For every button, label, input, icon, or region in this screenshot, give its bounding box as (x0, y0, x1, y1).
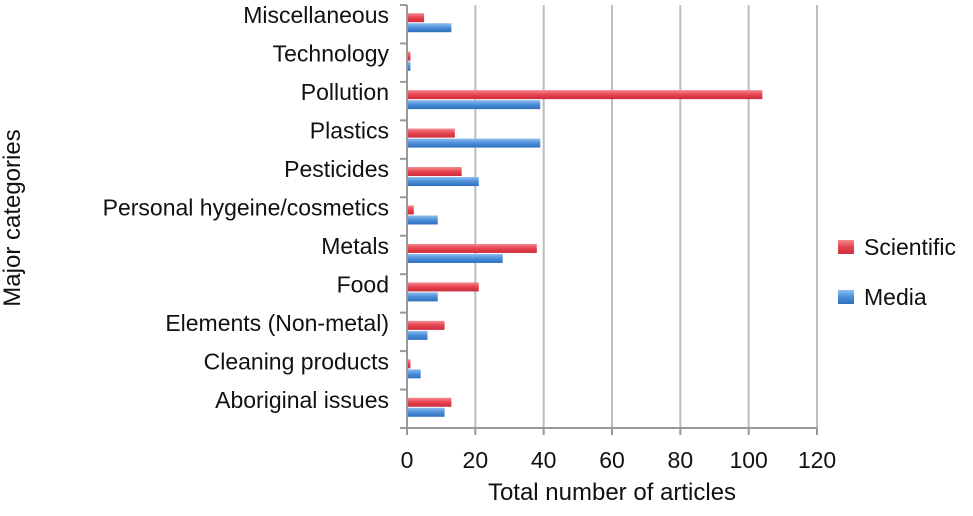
bar-media (407, 215, 438, 225)
bar-scientific (407, 320, 445, 330)
bar-media (407, 100, 541, 110)
x-tick-label: 60 (599, 447, 625, 473)
category-label: Personal hygeine/cosmetics (103, 195, 389, 221)
x-tick-label: 20 (463, 447, 489, 473)
bar-media (407, 292, 438, 302)
bar-scientific (407, 13, 425, 23)
category-label: Elements (Non-metal) (165, 310, 389, 336)
y-axis-title: Major categories (0, 129, 26, 306)
x-tick-labels: 0 20 40 60 80 100 120 (401, 447, 837, 473)
bar-media (407, 369, 421, 379)
axes (400, 4, 818, 435)
bar-media (407, 253, 503, 263)
bar-scientific (407, 359, 411, 369)
legend: Scientific Media (838, 234, 956, 310)
bar-scientific (407, 243, 537, 253)
bar-scientific (407, 51, 411, 61)
bar-media (407, 23, 452, 33)
category-label: Food (337, 271, 389, 297)
bar-scientific (407, 397, 452, 407)
gridlines (474, 5, 818, 428)
legend-swatch-media (838, 290, 854, 304)
legend-swatch-scientific (838, 240, 854, 254)
bar-media (407, 330, 428, 340)
category-label: Metals (321, 233, 389, 259)
legend-label-media: Media (864, 284, 927, 310)
legend-label-scientific: Scientific (864, 234, 956, 260)
x-tick-label: 40 (531, 447, 557, 473)
category-label: Plastics (310, 118, 389, 144)
category-label: Pollution (301, 79, 389, 105)
bar-scientific (407, 90, 763, 100)
category-label: Cleaning products (204, 348, 389, 374)
x-tick-label: 80 (668, 447, 694, 473)
bars (407, 13, 763, 417)
bar-media (407, 138, 541, 148)
category-label: Technology (273, 41, 390, 67)
bar-media (407, 61, 411, 71)
bar-scientific (407, 128, 455, 138)
bar-scientific (407, 167, 462, 177)
bar-scientific (407, 282, 479, 292)
bar-scientific (407, 205, 414, 215)
x-tick-label: 0 (401, 447, 414, 473)
category-labels: Miscellaneous Technology Pollution Plastics… (103, 2, 390, 413)
bar-media (407, 177, 479, 187)
category-label: Pesticides (284, 156, 389, 182)
x-axis-title: Total number of articles (488, 479, 736, 506)
x-tick-label: 100 (729, 447, 767, 473)
bar-media (407, 407, 445, 417)
x-tick-label: 120 (798, 447, 836, 473)
category-label: Miscellaneous (243, 2, 389, 28)
category-label: Aboriginal issues (215, 387, 389, 413)
